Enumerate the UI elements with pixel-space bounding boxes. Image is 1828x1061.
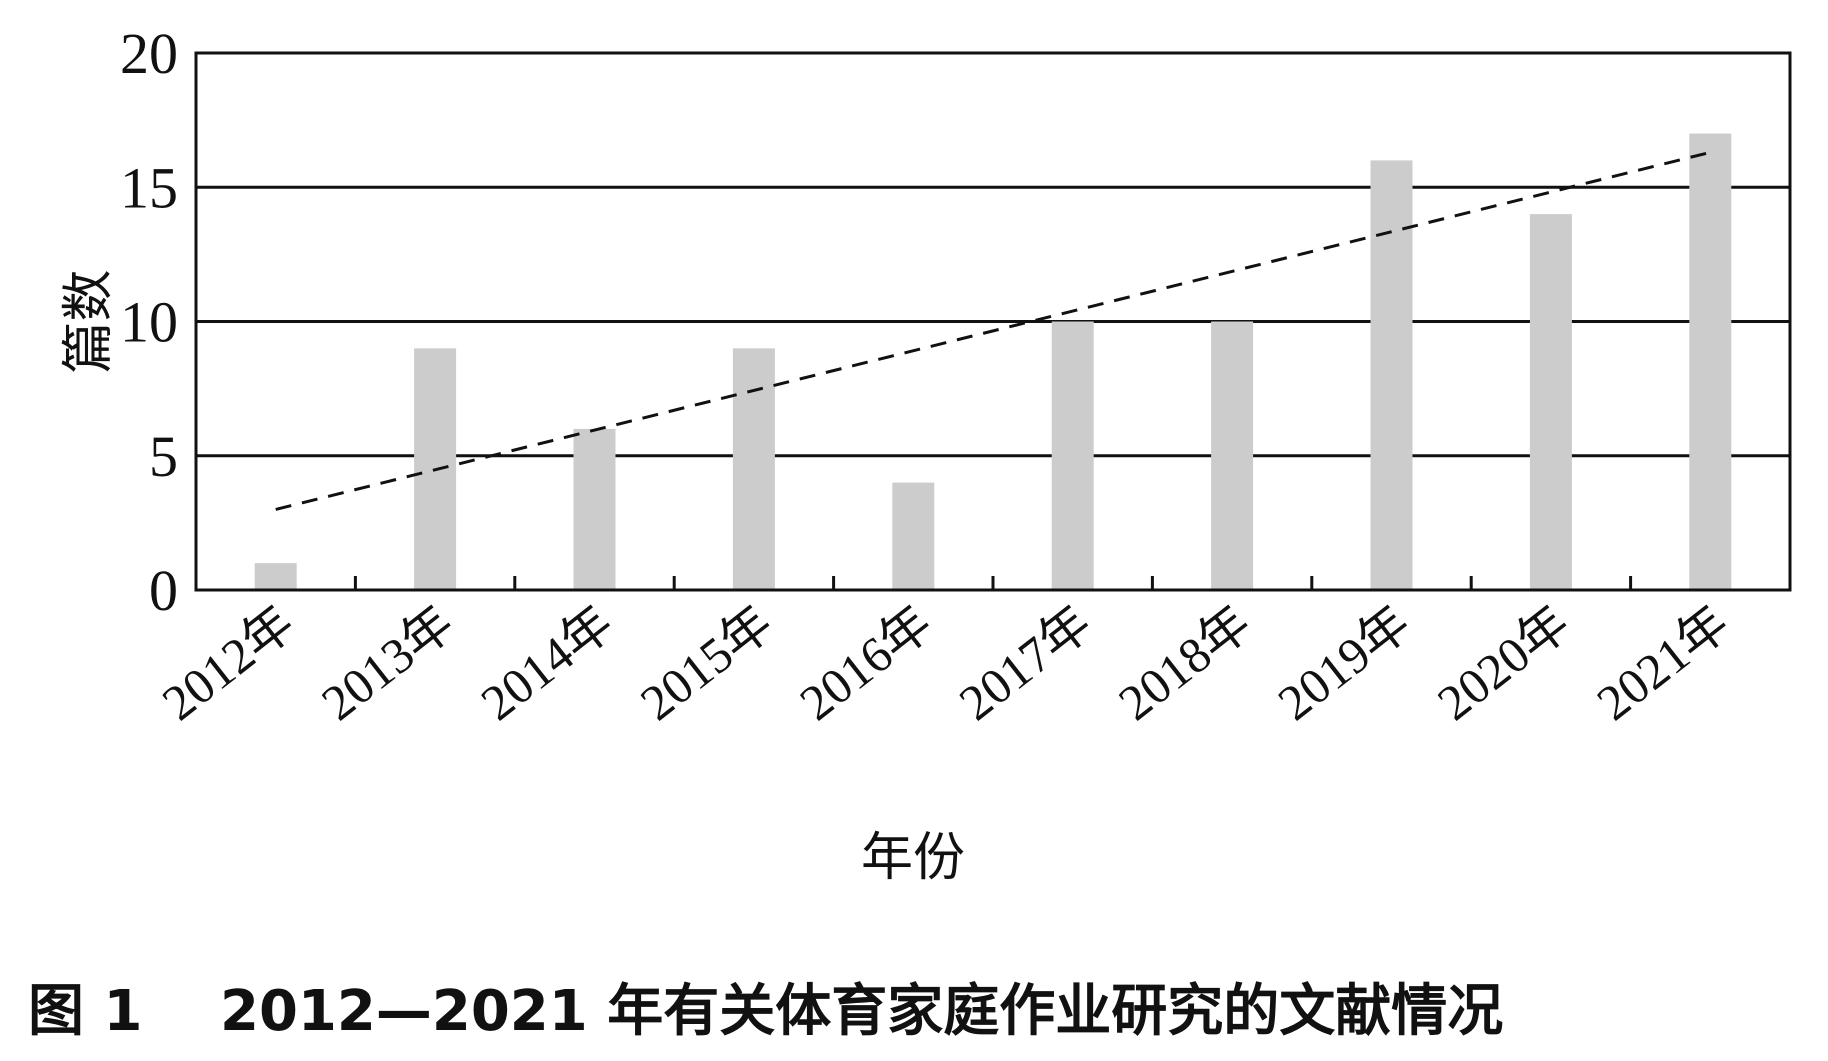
figure-caption: 2012—2021 年有关体育家庭作业研究的文献情况 — [220, 979, 1503, 1044]
y-axis-label: 篇数 — [59, 269, 119, 373]
x-tick-label: 2020年 — [1427, 595, 1580, 731]
bar — [892, 482, 935, 590]
bars — [254, 133, 1732, 591]
trendline — [275, 150, 1711, 511]
y-tick-label: 0 — [149, 558, 178, 623]
bar — [573, 428, 616, 590]
y-tick-label: 20 — [120, 21, 178, 86]
bar — [254, 563, 297, 590]
bar — [1689, 133, 1732, 591]
x-tick-label: 2018年 — [1108, 595, 1261, 731]
x-tick-label: 2021年 — [1586, 595, 1739, 731]
x-tick-label: 2015年 — [630, 595, 783, 731]
bar — [1211, 321, 1254, 590]
x-tick-label: 2013年 — [311, 595, 464, 731]
bar — [1529, 214, 1572, 590]
y-tick-labels: 0 5 10 15 20 — [120, 21, 178, 623]
x-tick-label: 2017年 — [949, 595, 1102, 731]
trendline-path — [275, 150, 1711, 511]
x-tick-marks — [353, 576, 1633, 590]
gridlines — [196, 185, 1790, 458]
y-tick-label: 15 — [120, 155, 178, 220]
bar — [1051, 321, 1094, 590]
x-tick-labels: 2012年 2013年 2014年 2015年 2016年 2017年 2018年 2019年… — [152, 595, 1739, 731]
x-tick-label: 2016年 — [789, 595, 942, 731]
y-tick-label: 10 — [120, 290, 178, 355]
bar — [732, 348, 775, 590]
y-tick-label: 5 — [149, 424, 178, 489]
x-tick-label: 2019年 — [1268, 595, 1421, 731]
figure-number: 图 1 — [28, 979, 142, 1044]
x-axis-label: 年份 — [861, 828, 965, 888]
bar — [1370, 160, 1413, 590]
x-tick-label: 2014年 — [471, 595, 624, 731]
